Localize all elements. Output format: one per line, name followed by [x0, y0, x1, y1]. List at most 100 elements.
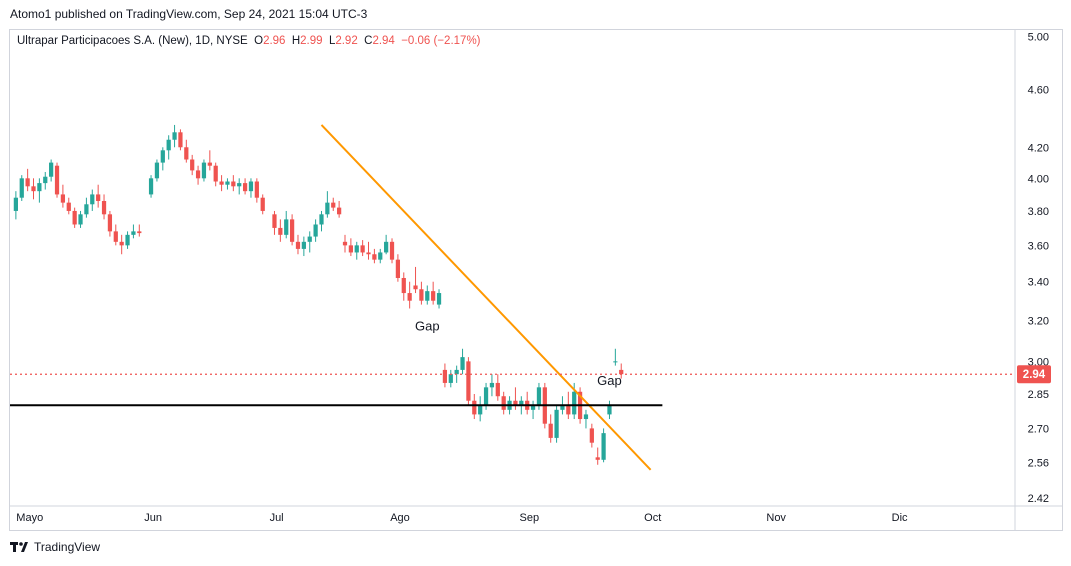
candle-body	[554, 409, 559, 438]
x-tick-label: Ago	[390, 512, 410, 524]
close-key: C	[364, 35, 373, 47]
candle-body	[619, 369, 624, 375]
footer: TradingView	[10, 540, 100, 554]
candle-body	[360, 245, 365, 253]
y-tick-label: 4.20	[1028, 142, 1049, 154]
candle-body	[201, 162, 207, 179]
gap-annotation: Gap	[597, 373, 622, 388]
candle-body	[472, 400, 477, 415]
candle-body	[313, 224, 318, 237]
candle-body	[548, 423, 553, 438]
candle-body	[495, 382, 500, 397]
candle-body	[389, 241, 395, 260]
candle-body	[589, 428, 594, 443]
y-tick-label: 4.60	[1028, 84, 1049, 96]
candle-body	[401, 277, 406, 294]
candle-body	[137, 231, 142, 234]
candle-body	[613, 361, 618, 363]
candle-body	[419, 289, 424, 301]
candle-body	[43, 176, 48, 184]
symbol-legend: Ultrapar Participacoes S.A. (New), 1D, N…	[17, 35, 481, 47]
candle-body	[25, 178, 30, 187]
x-tick-label: Oct	[644, 512, 661, 524]
drawings-layer	[10, 124, 1015, 471]
candle-body	[331, 202, 336, 208]
candle-body	[372, 254, 377, 260]
y-tick-label: 2.42	[1028, 493, 1049, 505]
x-tick-label: Mayo	[16, 512, 43, 524]
candle-body	[37, 183, 42, 192]
candle-body	[460, 357, 465, 370]
candle-body	[378, 252, 383, 260]
change-value: −0.06 (−2.17%)	[401, 35, 481, 47]
chart-frame[interactable]	[9, 29, 1063, 531]
grid-layer	[10, 30, 1062, 530]
candle-body	[148, 178, 154, 195]
candle-body	[354, 245, 359, 253]
candle-body	[219, 181, 224, 185]
candle-body	[248, 181, 254, 192]
candle-body	[13, 197, 18, 211]
candle-body	[442, 369, 448, 383]
candle-body	[284, 219, 289, 235]
open-key: O	[254, 35, 264, 47]
y-tick-label: 2.70	[1028, 423, 1049, 435]
candle-body	[49, 162, 54, 177]
candle-body	[119, 241, 124, 246]
y-tick-label: 2.56	[1028, 457, 1049, 469]
candle-body	[125, 234, 130, 246]
candle-body	[572, 391, 577, 415]
price-axis: 5.004.604.204.003.803.603.403.203.002.85…	[1017, 31, 1051, 505]
x-tick-label: Sep	[520, 512, 540, 524]
candle-body	[60, 194, 66, 203]
time-axis: Mayo Jun Jul Ago Sep Oct Nov Dic	[16, 512, 908, 524]
candle-body	[131, 231, 136, 235]
candle-body	[431, 291, 436, 301]
candle-body	[207, 162, 212, 166]
candle-body	[237, 183, 242, 187]
candle-body	[560, 405, 565, 410]
candle-body	[260, 197, 265, 211]
candle-body	[536, 387, 542, 406]
y-tick-label: 3.20	[1028, 315, 1049, 327]
candle-body	[384, 241, 389, 253]
y-tick-label: 3.40	[1028, 277, 1049, 289]
candle-body	[101, 200, 107, 215]
candle-body	[19, 178, 24, 198]
candle-body	[242, 183, 248, 192]
candle-body	[489, 382, 495, 388]
candle-body	[84, 204, 89, 215]
candle-body	[166, 139, 171, 151]
x-tick-label: Nov	[766, 512, 786, 524]
x-tick-label: Jun	[144, 512, 162, 524]
candle-body	[519, 400, 524, 406]
candle-body	[307, 236, 312, 242]
candle-body	[113, 231, 118, 242]
x-tick-label: Dic	[892, 512, 908, 524]
candle-body	[566, 405, 571, 415]
candle-body	[466, 361, 471, 401]
candle-body	[607, 405, 612, 415]
candle-body	[254, 181, 259, 198]
y-tick-label: 4.00	[1028, 173, 1049, 185]
candle-body	[195, 170, 201, 179]
candle-body	[454, 369, 459, 375]
candle-body	[483, 387, 489, 406]
candles-layer	[13, 124, 624, 465]
symbol-name[interactable]: Ultrapar Participacoes S.A. (New), 1D, N…	[17, 35, 248, 47]
candle-body	[325, 202, 330, 215]
candle-body	[278, 227, 283, 235]
candle-body	[184, 147, 189, 160]
footer-brand[interactable]: TradingView	[34, 540, 101, 554]
candle-body	[425, 291, 430, 301]
y-tick-label: 2.85	[1028, 389, 1049, 401]
candle-body	[66, 202, 71, 211]
tradingview-logo-icon[interactable]	[10, 540, 30, 554]
candle-body	[601, 433, 606, 460]
candle-body	[395, 259, 401, 278]
last-price-label: 2.94	[1023, 369, 1046, 381]
candle-body	[160, 150, 165, 163]
y-tick-label: 3.60	[1028, 240, 1049, 252]
candle-body	[583, 414, 589, 420]
